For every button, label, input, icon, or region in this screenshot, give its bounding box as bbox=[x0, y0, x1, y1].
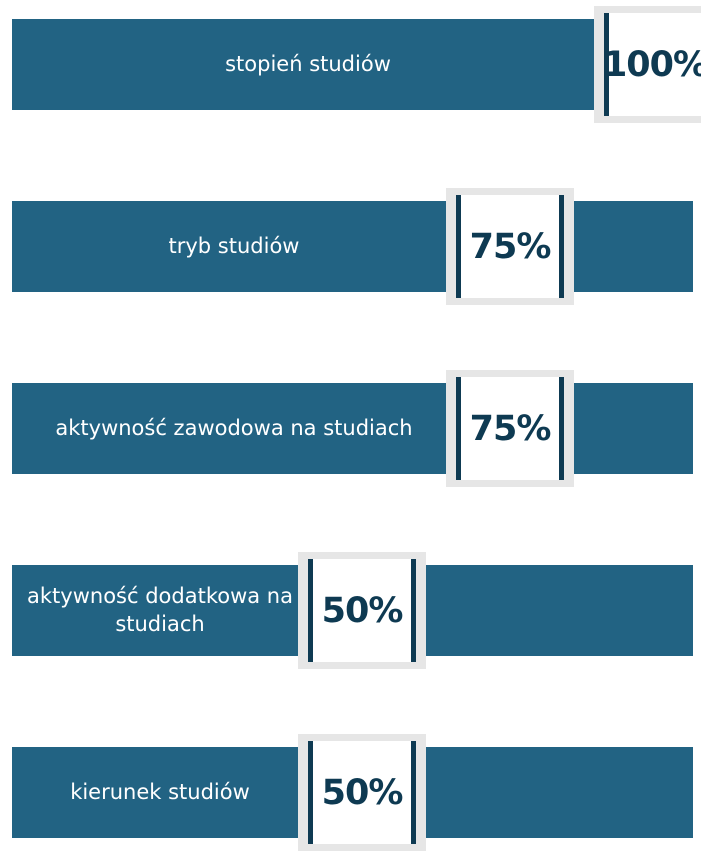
value-label: 100% bbox=[602, 44, 701, 85]
value-label: 75% bbox=[469, 226, 552, 267]
value-box: 50% bbox=[308, 559, 416, 662]
bar-track bbox=[12, 19, 693, 110]
value-box: 75% bbox=[456, 195, 564, 298]
value-label: 50% bbox=[321, 590, 404, 631]
value-label: 75% bbox=[469, 408, 552, 449]
category-label: aktywność dodatkowa na studiach bbox=[27, 584, 293, 636]
category-label: kierunek studiów bbox=[70, 779, 250, 804]
bar-track bbox=[12, 201, 693, 292]
value-box: 100% bbox=[602, 13, 701, 116]
value-box: 75% bbox=[456, 377, 564, 480]
value-label: 50% bbox=[321, 772, 404, 813]
category-label: tryb studiów bbox=[168, 233, 300, 258]
category-label: aktywność zawodowa na studiach bbox=[55, 415, 413, 440]
category-label: stopień studiów bbox=[225, 51, 391, 76]
value-box: 50% bbox=[308, 741, 416, 844]
bar-track bbox=[12, 383, 693, 474]
